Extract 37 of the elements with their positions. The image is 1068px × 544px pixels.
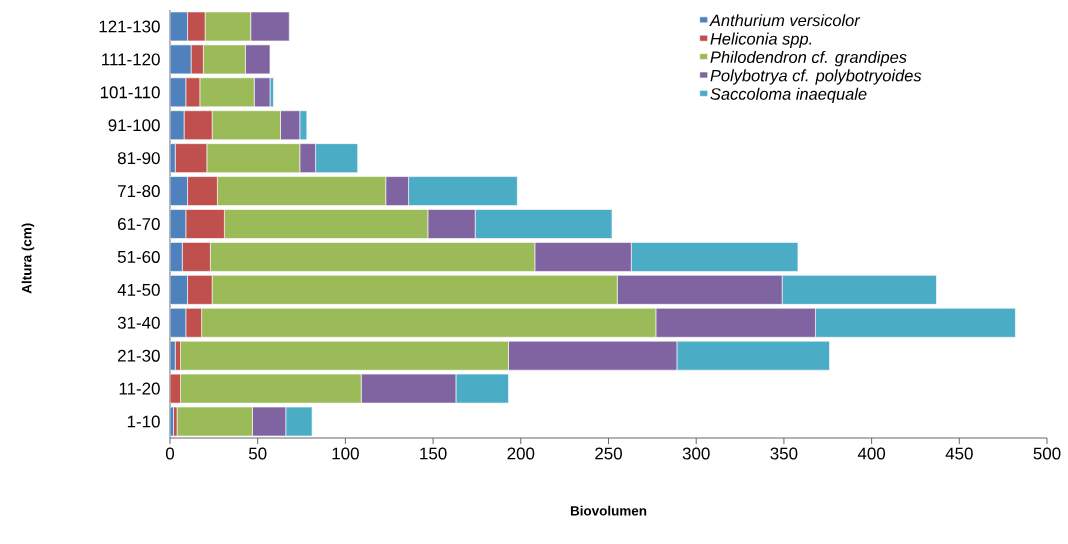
x-tick-label: 200 [507,447,535,460]
y-tick-label: 11-20 [119,382,160,395]
y-tick-label: 1-10 [127,415,160,428]
bar [185,209,225,239]
bar [187,275,213,305]
y-axis-title: Altura (cm) [21,223,35,294]
x-tick-label: 500 [1033,447,1061,460]
bar [174,143,208,173]
y-tick-label: 61-70 [118,218,160,230]
legend-label: Philodendron cf. grandipes [710,50,907,67]
y-tick-label: 71-80 [118,185,160,198]
bar [187,176,218,206]
y-tick-label: 121-130 [99,20,160,33]
x-tick-label: 400 [857,447,886,460]
y-tick-label: 101-110 [100,86,160,99]
y-tick-label: 41-50 [117,283,160,296]
x-tick-label: 300 [682,447,710,460]
legend-label: Saccoloma inaequale [710,87,867,104]
x-tick-label: 100 [332,447,359,460]
x-tick-label: 0 [165,447,175,460]
legend-label: Heliconia spp. [710,32,812,48]
y-tick-label: 111-120 [102,53,160,66]
x-tick-label: 350 [770,447,798,460]
legend-label: Anthurium versicolor [709,14,861,27]
y-tick-label: 91-100 [108,119,160,132]
x-tick-label: 450 [945,447,973,460]
y-tick-label: 51-60 [117,250,160,263]
bar [185,307,202,338]
x-axis-title: Biovolumen [570,505,647,516]
y-tick-label: 81-90 [117,152,160,165]
bar [181,242,211,272]
x-tick-label: 50 [248,447,267,460]
x-tick-label: 150 [420,447,447,460]
y-tick-label: 31-40 [117,316,160,329]
legend-label: Polybotrya cf. polybotryoides [710,69,922,85]
y-tick-label: 21-30 [118,349,160,362]
x-tick-label: 250 [595,447,622,460]
